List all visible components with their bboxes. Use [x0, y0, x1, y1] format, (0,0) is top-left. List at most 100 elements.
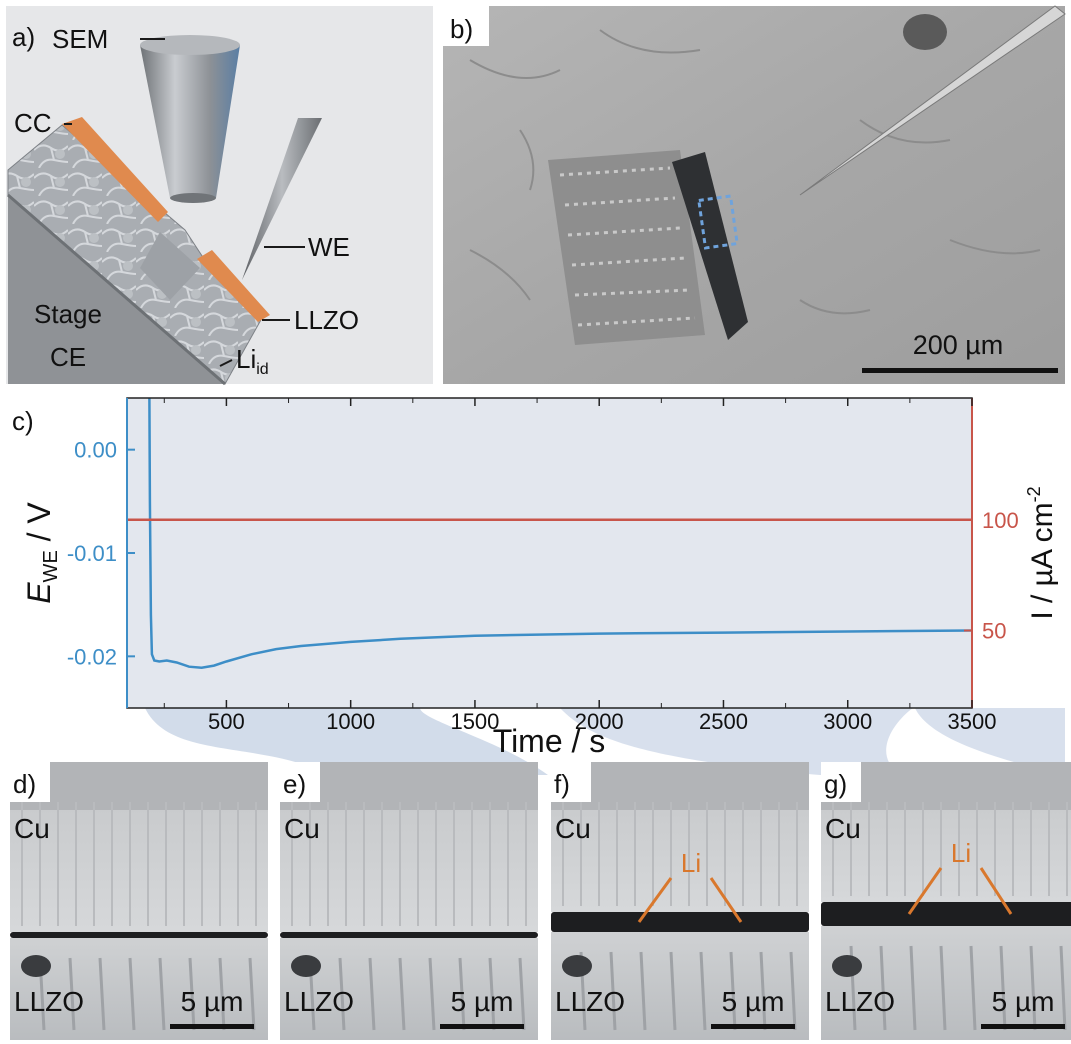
fib-notch [140, 232, 200, 300]
current-collector-right [197, 250, 270, 322]
cc-label: CC [14, 108, 52, 138]
region-of-interest-box [697, 194, 739, 250]
milled-surface [280, 762, 538, 810]
we-label: WE [308, 232, 350, 262]
x-tick-label: 500 [208, 709, 245, 734]
llzo-streak [759, 951, 767, 1031]
left-y-axis-label: EWE / V [21, 502, 62, 604]
scale-bar [170, 1024, 254, 1029]
x-tick-label: 1500 [450, 709, 499, 734]
panel-b-scale-bar [862, 368, 1058, 373]
x-axis-label: Time / s [493, 723, 606, 759]
llzo-label: LLZO [555, 986, 625, 1017]
panel-c-letter: c) [12, 406, 34, 436]
llzo-streak [188, 957, 196, 1031]
panel-letter-box [821, 762, 861, 802]
y-left-tick-label: 0.00 [74, 438, 117, 463]
y-left-tick-label: -0.01 [67, 541, 117, 566]
llzo-streak [1029, 945, 1037, 1031]
panel-letter: d) [13, 769, 36, 799]
surface-texture [469, 29, 1041, 315]
li-pointer-right [709, 877, 743, 923]
y-right-tick-label: 50 [982, 619, 1006, 644]
cu-label: Cu [284, 813, 320, 844]
llzo-streak [248, 957, 256, 1031]
panel-letter-box [280, 762, 320, 802]
working-electrode-tip-icon [242, 118, 322, 280]
llzo-streak [879, 945, 887, 1031]
scale-label: 5 µm [451, 986, 514, 1017]
cu-label: Cu [14, 813, 50, 844]
scale-bar [711, 1024, 795, 1029]
connector-shading-f [560, 707, 916, 775]
scale-bar [981, 1024, 1065, 1029]
sem-column-bottom [170, 193, 216, 203]
llzo-streak [428, 957, 436, 1031]
panel-b-letter-box [443, 6, 489, 46]
panel-g: g) Cu LLZO 5 µm Li [821, 762, 1071, 1040]
llzo-streak [488, 957, 496, 1031]
milled-surface [821, 762, 1071, 810]
pore [832, 955, 862, 977]
llzo-streak [639, 951, 647, 1031]
scale-label: 5 µm [181, 986, 244, 1017]
llzo-streak [969, 945, 977, 1031]
panel-f: f) Cu LLZO 5 µm Li [551, 762, 809, 1040]
scale-label: 5 µm [722, 986, 785, 1017]
sem-column-icon [140, 45, 240, 198]
chart-axes: 500 1000 1500 2000 2500 3000 3500 0.00 -0.01 -0.0… [67, 398, 1019, 734]
cu-label: Cu [825, 813, 861, 844]
llzo-streak [158, 957, 166, 1031]
panel-letter-box [551, 762, 591, 802]
needle-tip-icon [799, 5, 1066, 196]
milled-surface [551, 762, 809, 810]
llzo-streak [909, 945, 917, 1031]
panel-letter: f) [554, 769, 570, 799]
panel-b: 200 µm b) [443, 5, 1066, 384]
llzo-streak [999, 945, 1007, 1031]
x-tick-label: 2500 [699, 709, 748, 734]
stage-label: Stage [34, 299, 102, 329]
llzo-label: LLZO [294, 305, 359, 335]
llzo-streak [939, 945, 947, 1031]
sem-image [443, 6, 1065, 384]
panel-letter-box [10, 762, 50, 802]
llzo-streak [68, 957, 76, 1031]
panel-d: d) Cu LLZO 5 µm [10, 762, 268, 1040]
scale-label: 5 µm [992, 986, 1055, 1017]
debris-particle [903, 14, 947, 50]
llzo-streak [1059, 945, 1067, 1031]
panel-e: e) Cu LLZO 5 µm [280, 762, 538, 1040]
li-pointer-left [637, 877, 673, 923]
counter-electrode-label: CE [50, 342, 86, 372]
panel-a: a) SEM CC WE LLZO Liid Stage CE [6, 6, 433, 386]
llzo-streak [458, 957, 466, 1031]
panel-a-letter: a) [12, 22, 35, 52]
interface-band [551, 912, 809, 932]
interface-band [821, 902, 1071, 926]
scale-bar [440, 1024, 524, 1029]
llzo-label: LLZO [14, 986, 84, 1017]
li-annotation-label: Li [951, 838, 971, 868]
trench-rough-texture [559, 166, 696, 327]
li-interlayer [7, 193, 226, 386]
chart-series [127, 398, 972, 669]
milled-surface [10, 762, 268, 810]
cross-section-face [672, 152, 748, 340]
sem-label: SEM [52, 24, 108, 54]
llzo-streak [518, 957, 526, 1031]
pore [562, 955, 592, 977]
y-left-tick-label: -0.02 [67, 644, 117, 669]
llzo-streak [699, 951, 707, 1031]
right-y-axis-label: I / µA cm-2 [1024, 486, 1059, 619]
plot-area [127, 398, 972, 708]
llzo-streak [789, 951, 797, 1031]
li-pointer-right [979, 867, 1013, 915]
panel-b-scale-label: 200 µm [913, 330, 1004, 360]
li-leader [219, 359, 233, 367]
x-tick-label: 3500 [948, 709, 997, 734]
pore [21, 955, 51, 977]
panel-letter: e) [283, 769, 306, 799]
